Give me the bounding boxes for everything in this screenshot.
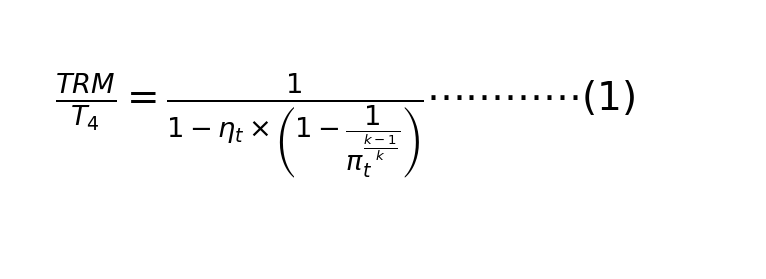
Text: $\frac{\mathit{TRM}}{T_4} = \frac{1}{1 - \eta_t \times \left(1 - \dfrac{1}{\pi_t: $\frac{\mathit{TRM}}{T_4} = \frac{1}{1 -…: [55, 71, 636, 180]
